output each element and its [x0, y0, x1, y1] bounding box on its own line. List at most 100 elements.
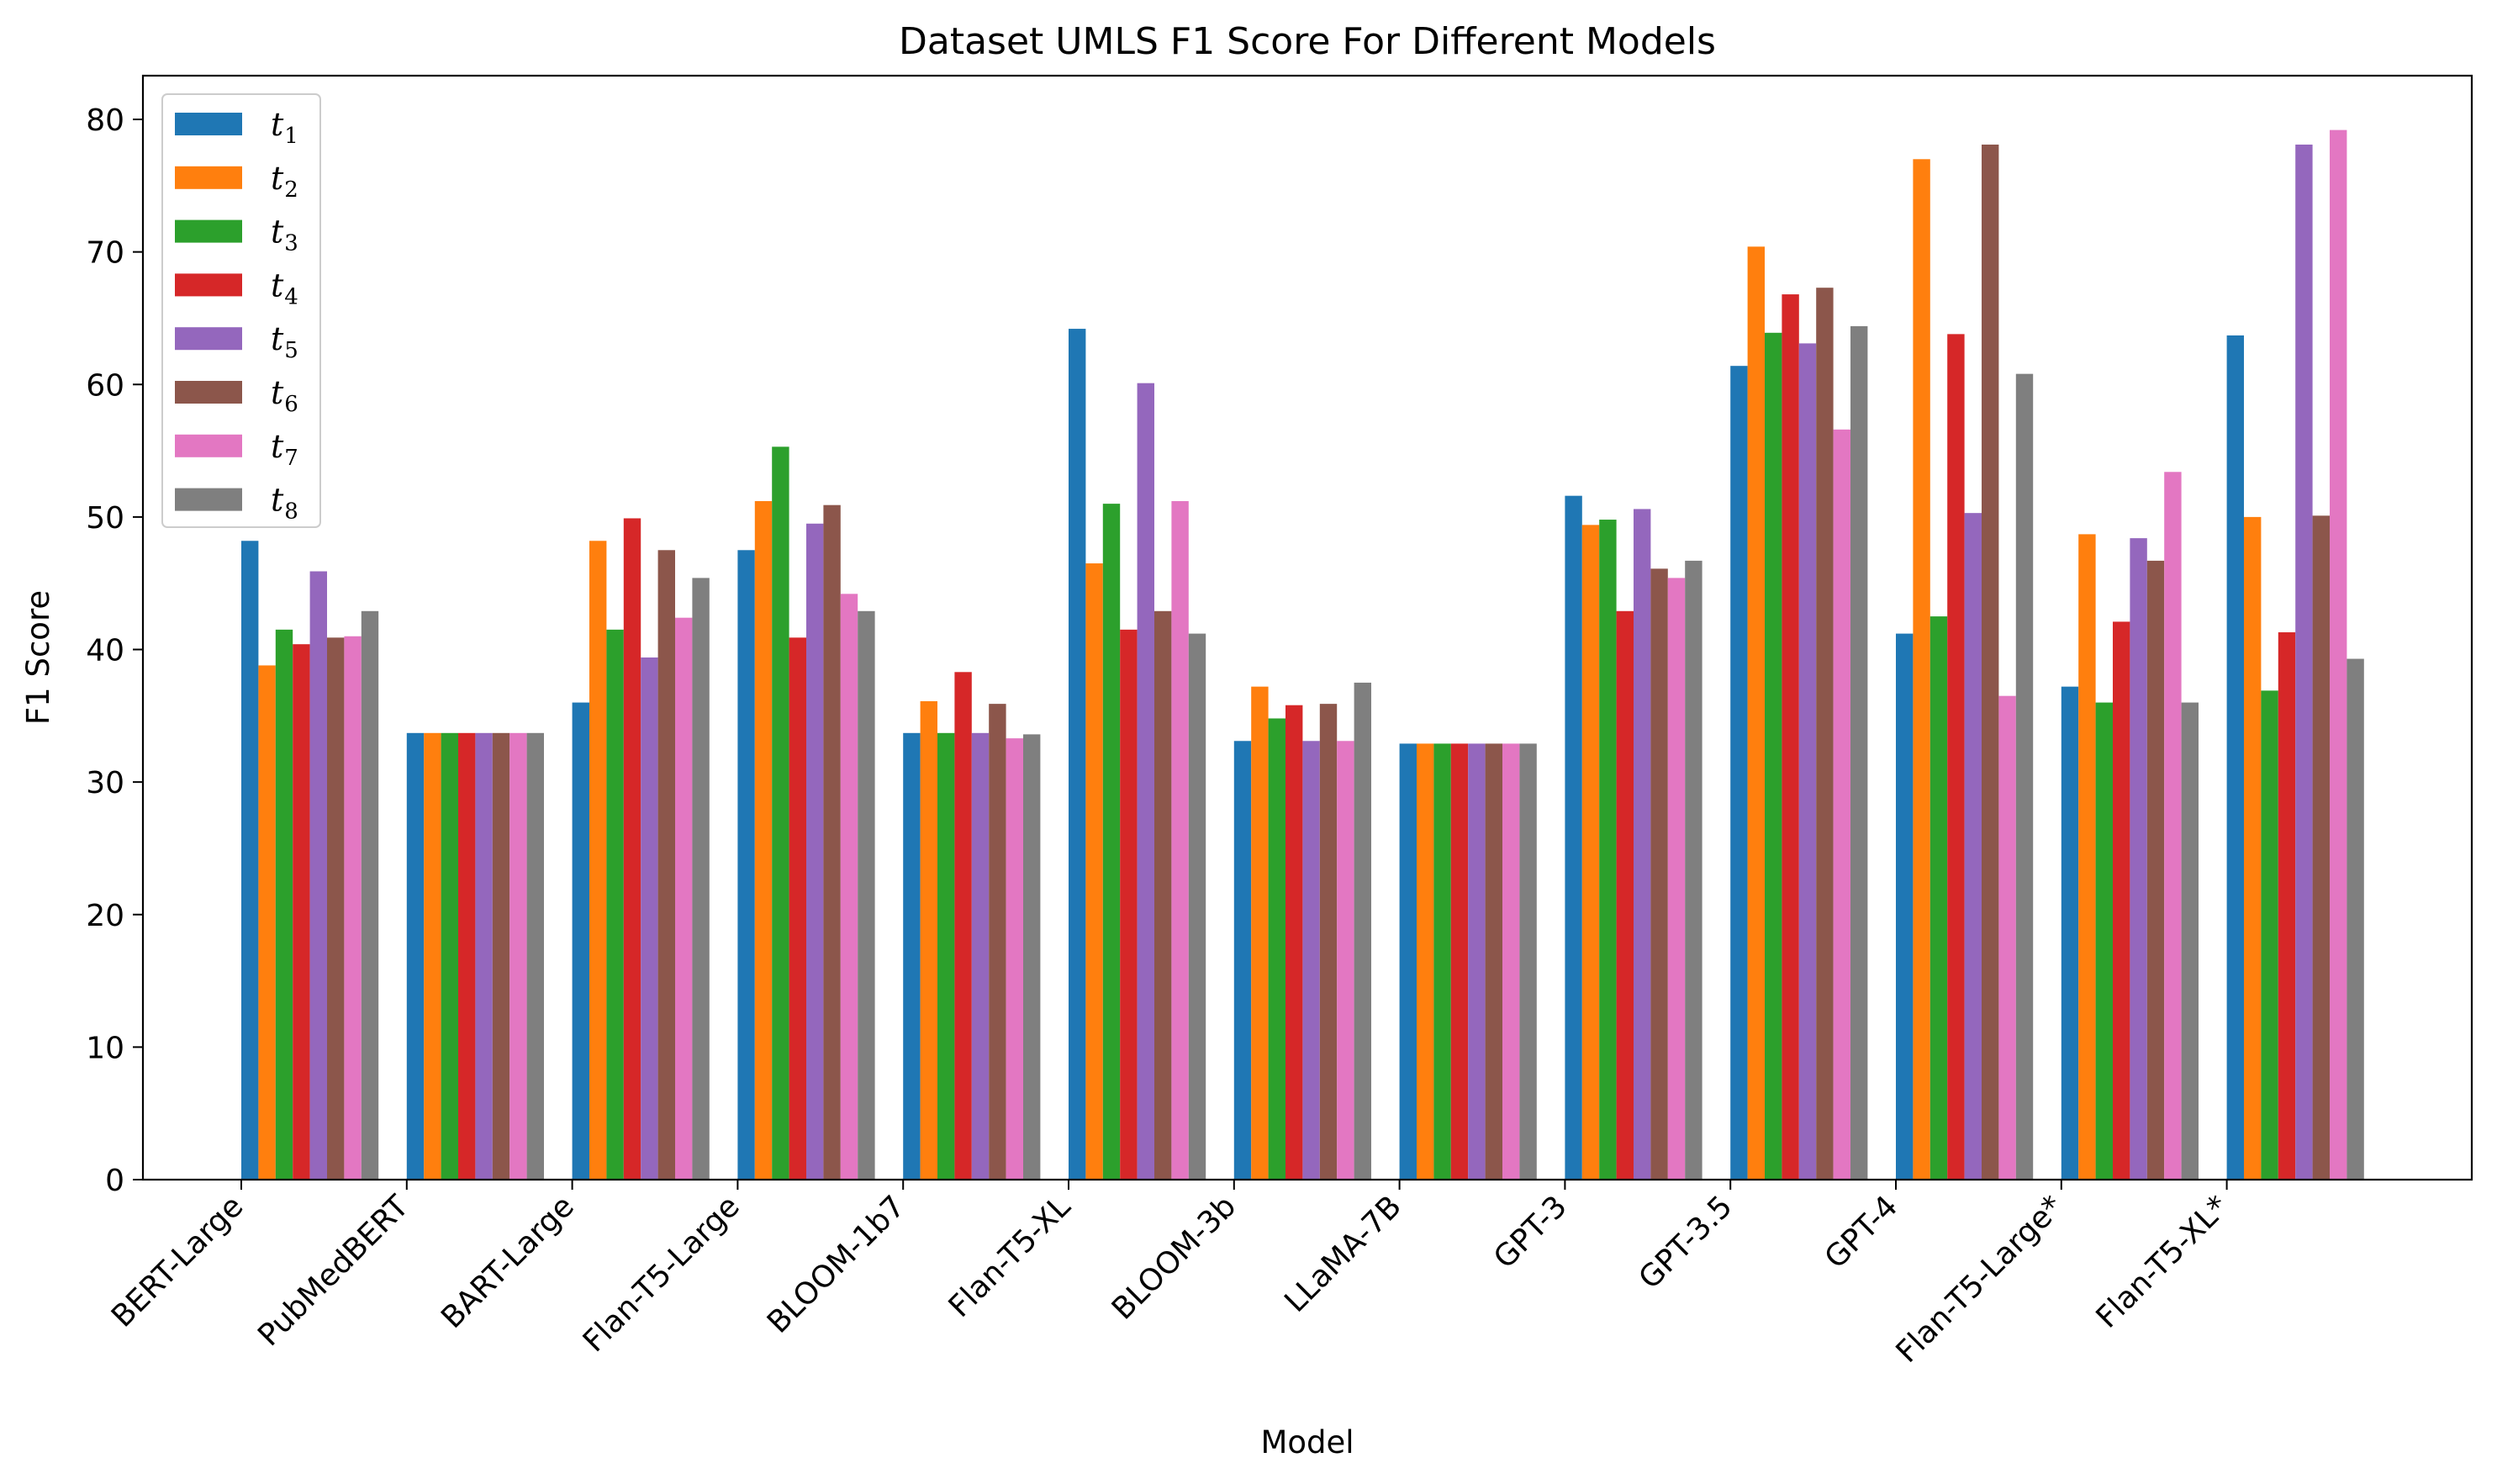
bar-t6-flan-t5-xl [1154, 610, 1172, 1180]
bar-t6-gpt-3-5 [1816, 288, 1834, 1180]
bar-t6-pubmedbert [492, 732, 510, 1180]
bar-t1-flan-t5-xl [1069, 329, 1086, 1180]
bar-t7-flan-t5-xl [1171, 500, 1189, 1180]
legend-swatch [175, 327, 242, 351]
legend-label: t1 [271, 106, 298, 149]
bar-t4-flan-t5-large- [2113, 621, 2130, 1180]
bar-t6-flan-t5-large- [2146, 560, 2165, 1180]
legend-label: t2 [271, 160, 298, 203]
bar-t1-bloom-3b [1233, 741, 1252, 1180]
bar-t3-gpt-3 [1599, 520, 1617, 1180]
legend-label: t3 [271, 214, 298, 256]
bar-t1-gpt-3-5 [1730, 366, 1748, 1180]
bar-t2-flan-t5-xl- [2244, 516, 2262, 1180]
bar-t2-bart-large [589, 541, 607, 1180]
chart-title: Dataset UMLS F1 Score For Different Mode… [899, 20, 1716, 63]
bar-t3-flan-t5-xl [1102, 504, 1121, 1180]
bar-t2-bert-large [258, 665, 276, 1180]
bar-t3-llama-7b [1433, 743, 1451, 1180]
bar-t6-bart-large [657, 550, 675, 1180]
bar-t5-flan-t5-large [806, 523, 824, 1180]
bar-t5-llama-7b [1468, 743, 1486, 1180]
bar-t1-gpt-4 [1896, 633, 1914, 1180]
bar-t4-gpt-3-5 [1782, 294, 1799, 1180]
bar-t2-flan-t5-large- [2078, 534, 2096, 1180]
bar-t1-pubmedbert [406, 732, 425, 1180]
bar-t2-gpt-3-5 [1747, 246, 1765, 1180]
bar-t6-bert-large [327, 637, 345, 1180]
bar-t7-flan-t5-large- [2164, 472, 2182, 1180]
bar-t5-bloom-3b [1302, 741, 1320, 1180]
bar-t8-flan-t5-xl [1188, 633, 1206, 1180]
y-tick-label: 60 [86, 368, 124, 403]
bar-t5-flan-t5-large- [2130, 538, 2147, 1180]
bar-t8-flan-t5-large [858, 610, 875, 1180]
y-tick-label: 30 [86, 766, 124, 800]
legend-label: t4 [271, 267, 298, 309]
bar-t5-bart-large [641, 657, 658, 1180]
legend-swatch [175, 166, 242, 189]
bar-t2-bloom-1b7 [920, 700, 937, 1180]
bar-t4-gpt-4 [1947, 334, 1965, 1180]
bar-t1-flan-t5-xl- [2226, 335, 2244, 1180]
legend-label: t6 [271, 374, 298, 417]
bar-t2-bloom-3b [1251, 686, 1269, 1180]
bar-t7-bloom-1b7 [1006, 738, 1023, 1180]
bar-t8-pubmedbert [526, 732, 544, 1180]
bar-t1-bert-large [241, 541, 259, 1180]
bar-t5-bert-large [309, 571, 327, 1180]
bar-t1-flan-t5-large [737, 550, 755, 1180]
y-tick-label: 80 [86, 103, 124, 138]
legend-swatch [175, 219, 242, 243]
bar-t6-flan-t5-xl- [2312, 515, 2330, 1180]
bar-t7-gpt-4 [1998, 695, 2016, 1180]
y-tick-label: 70 [86, 236, 124, 271]
bar-t7-gpt-3-5 [1833, 429, 1850, 1180]
bar-t6-gpt-4 [1982, 144, 1999, 1180]
bar-t3-flan-t5-xl- [2261, 690, 2278, 1180]
bar-t3-bert-large [275, 629, 293, 1180]
bar-t5-pubmedbert [475, 732, 493, 1180]
bar-t4-bloom-1b7 [954, 672, 972, 1180]
plot-frame [141, 74, 2473, 1181]
bar-t7-bart-large [675, 617, 693, 1180]
bar-t4-pubmedbert [458, 732, 476, 1180]
bar-t7-gpt-3 [1667, 578, 1686, 1180]
bar-t6-llama-7b [1485, 743, 1502, 1180]
bar-t6-bloom-3b [1319, 704, 1338, 1180]
bar-t1-flan-t5-large- [2061, 686, 2079, 1180]
bar-t4-flan-t5-xl [1120, 629, 1138, 1180]
legend-swatch [175, 434, 242, 457]
bar-t1-bloom-1b7 [903, 732, 921, 1180]
bar-t3-flan-t5-large [772, 446, 789, 1180]
bar-t8-gpt-4 [2015, 373, 2034, 1180]
bar-t3-bloom-3b [1268, 718, 1285, 1180]
y-tick-label: 20 [86, 899, 124, 933]
y-tick-label: 50 [86, 501, 124, 536]
bar-t5-flan-t5-xl [1137, 383, 1154, 1180]
bar-t6-bloom-1b7 [989, 704, 1006, 1180]
bar-t8-bloom-1b7 [1023, 734, 1041, 1180]
bar-t7-llama-7b [1502, 743, 1520, 1180]
bar-t2-gpt-3 [1581, 525, 1600, 1180]
bar-t3-pubmedbert [441, 732, 458, 1180]
bar-t2-pubmedbert [424, 732, 441, 1180]
y-tick-label: 0 [105, 1164, 124, 1198]
bar-t3-bart-large [606, 629, 624, 1180]
bar-t3-flan-t5-large- [2095, 702, 2113, 1180]
bar-t6-flan-t5-large [823, 504, 841, 1180]
bar-t4-bert-large [293, 644, 310, 1180]
bar-t8-gpt-3-5 [1850, 325, 1868, 1180]
bar-t8-llama-7b [1519, 743, 1537, 1180]
legend-swatch [175, 381, 242, 404]
bar-t5-gpt-3-5 [1798, 343, 1817, 1180]
bar-t6-gpt-3 [1650, 568, 1668, 1180]
bar-t4-bart-large [623, 518, 641, 1180]
bar-t5-bloom-1b7 [971, 732, 990, 1180]
bar-t1-gpt-3 [1565, 495, 1582, 1180]
bar-t7-pubmedbert [509, 732, 527, 1180]
bar-t4-llama-7b [1450, 743, 1469, 1180]
bar-t1-llama-7b [1399, 743, 1417, 1180]
y-tick-label: 10 [86, 1031, 124, 1065]
